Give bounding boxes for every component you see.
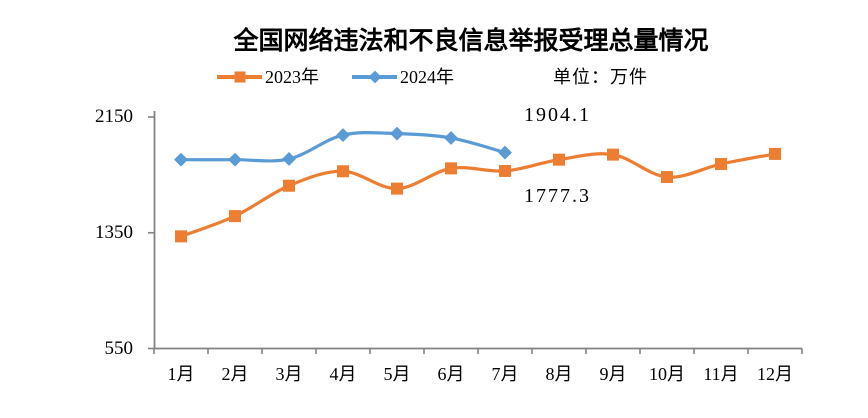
marker-diamond-2024年 (498, 145, 512, 160)
legend-item-2024年: 2024年 (352, 66, 454, 88)
x-tick-label: 10月 (649, 364, 685, 384)
marker-square-2023年 (715, 158, 727, 171)
marker-square-2023年 (229, 210, 241, 223)
marker-square-2023年 (175, 230, 187, 243)
chart-title: 全国网络违法和不良信息举报受理总量情况 (233, 27, 709, 55)
legend-line (217, 71, 262, 83)
x-tick-label: 12月 (757, 364, 793, 384)
data-label-2024-jul: 1904.1 (524, 104, 591, 126)
x-tick-label: 3月 (275, 364, 303, 384)
marker-diamond-2024年 (390, 126, 404, 141)
marker-square-2023年 (499, 164, 511, 177)
x-tick-label: 2月 (221, 364, 249, 384)
x-tick-label: 9月 (599, 364, 627, 384)
data-label-2023-jul: 1777.3 (524, 185, 591, 207)
marker-square-2023年 (769, 147, 781, 160)
marker-square-2023年 (283, 179, 295, 192)
series-line-2023年 (179, 152, 777, 238)
marker-square-2023年 (607, 148, 619, 161)
marker-square-2023年 (445, 162, 457, 175)
y-tick-label: 550 (104, 337, 134, 359)
x-tick-label: 1月 (167, 364, 195, 384)
x-tick-label: 4月 (329, 364, 357, 384)
y-tick-label: 2150 (95, 106, 133, 127)
x-tick-label: 11月 (703, 364, 739, 384)
legend-item-2023年: 2023年 (217, 66, 319, 88)
legend-label: 2023年 (265, 67, 319, 87)
legend-square-icon (234, 71, 245, 83)
marker-square-2023年 (661, 171, 673, 184)
unit-label: 单位：万件 (553, 67, 648, 87)
marker-square-2023年 (553, 153, 565, 166)
x-tick-label: 8月 (545, 364, 573, 384)
marker-diamond-2024年 (444, 131, 458, 145)
marker-square-2023年 (391, 182, 403, 195)
x-tick-label: 7月 (491, 364, 519, 384)
y-tick-label: 1350 (95, 221, 133, 243)
marker-square-2023年 (337, 165, 349, 178)
legend-label: 2024年 (400, 67, 454, 87)
marker-diamond-2024年 (174, 152, 188, 167)
x-tick-label: 5月 (383, 364, 411, 384)
marker-diamond-2024年 (336, 128, 350, 143)
x-tick-label: 6月 (437, 364, 465, 384)
marker-diamond-2024年 (228, 152, 242, 167)
marker-diamond-2024年 (282, 152, 296, 166)
legend-line (352, 70, 397, 84)
